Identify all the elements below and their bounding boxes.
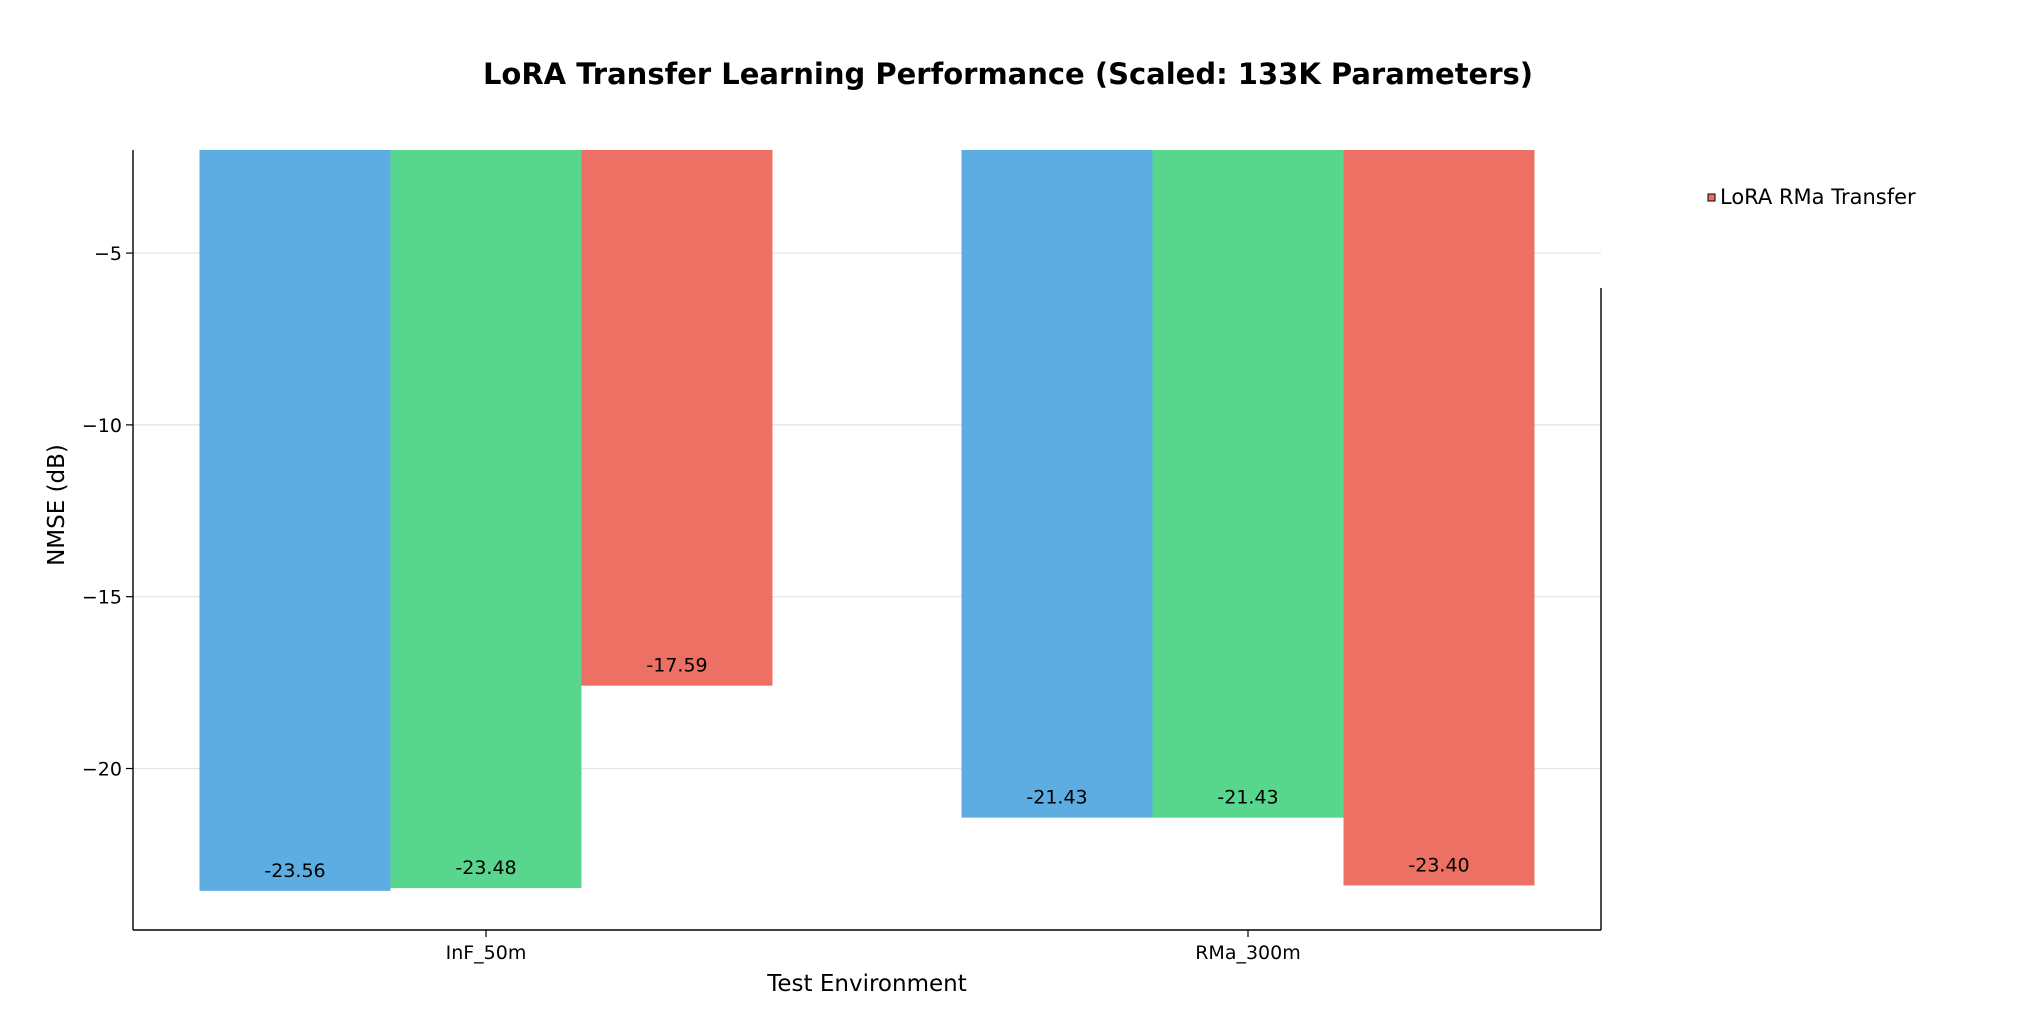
y-ticks: −5 −10 −15 −20 <box>82 243 133 781</box>
data-label: -21.43 <box>1217 787 1278 809</box>
x-axis-label: Test Environment <box>766 971 966 997</box>
axes <box>132 150 1602 931</box>
data-label: -17.59 <box>646 655 707 677</box>
legend-label: LoRA RMa Transfer <box>1720 185 1916 209</box>
x-tick-label: InF_50m <box>446 942 527 964</box>
legend-swatch <box>1707 193 1716 202</box>
y-tick-label: −10 <box>82 415 122 437</box>
y-tick-label: −15 <box>82 587 122 609</box>
data-label: -23.40 <box>1408 854 1469 876</box>
bar <box>199 150 391 891</box>
legend: LoRA RMa Transfer <box>1707 185 1916 209</box>
data-labels: -23.56 -21.43 -23.48 -21.43 -17.59 -23.40 <box>264 655 1469 882</box>
data-label: -21.43 <box>1026 787 1087 809</box>
x-ticks: InF_50m RMa_300m <box>446 930 1301 964</box>
y-tick-label: −20 <box>82 759 122 781</box>
bar <box>390 150 582 889</box>
bar <box>961 150 1153 818</box>
data-label: -23.56 <box>264 860 325 882</box>
chart-title: LoRA Transfer Learning Performance (Scal… <box>483 57 1533 91</box>
bar <box>1152 150 1344 818</box>
x-tick-label: RMa_300m <box>1195 942 1301 964</box>
y-tick-label: −5 <box>94 243 122 265</box>
bar <box>1344 287 1534 886</box>
bar <box>581 150 773 686</box>
data-label: -23.48 <box>455 857 516 879</box>
y-axis-label: NMSE (dB) <box>44 444 70 566</box>
bars <box>199 150 1535 891</box>
